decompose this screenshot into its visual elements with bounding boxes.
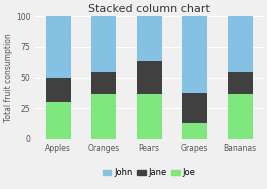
Title: Stacked column chart: Stacked column chart (88, 4, 210, 14)
Bar (227, 94, 253, 139)
Bar (182, 16, 207, 93)
Y-axis label: Total fruit consumption: Total fruit consumption (4, 33, 13, 122)
Bar (46, 16, 70, 77)
Bar (46, 102, 70, 139)
Bar (182, 93, 207, 123)
Bar (46, 77, 70, 102)
Legend: John, Jane, Joe: John, Jane, Joe (100, 165, 198, 181)
Bar (91, 94, 116, 139)
Bar (91, 16, 116, 72)
Bar (91, 72, 116, 94)
Bar (227, 16, 253, 72)
Bar (227, 72, 253, 94)
Bar (136, 94, 162, 139)
Bar (136, 16, 162, 61)
Bar (136, 61, 162, 94)
Bar (182, 123, 207, 139)
